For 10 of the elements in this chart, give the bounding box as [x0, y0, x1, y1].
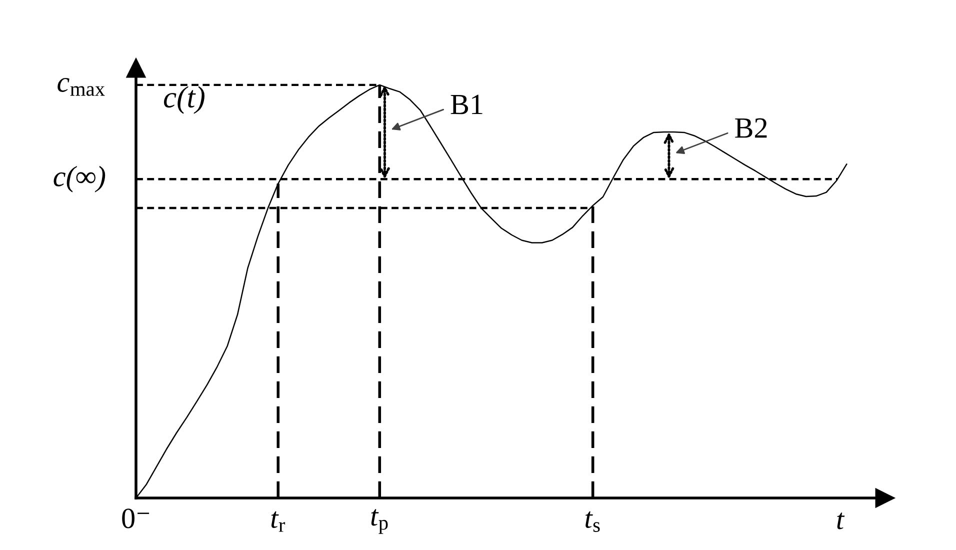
x-tick-label: 0⁻ — [122, 508, 150, 528]
annotation: B1 — [450, 94, 482, 114]
y-axis-title: c(t) — [164, 86, 204, 114]
ref-line-label: c(∞) — [54, 166, 106, 192]
annotation: B2 — [735, 118, 767, 138]
ref-line-label: c$_{max}$ — [58, 78, 105, 96]
x-tick-label: t$_{s}$ — [586, 511, 600, 532]
x-tick-label: t$_{r}$ — [271, 511, 286, 532]
x-axis-title: t — [837, 512, 845, 530]
x-tick-label: t$_{p}$ — [371, 509, 388, 534]
